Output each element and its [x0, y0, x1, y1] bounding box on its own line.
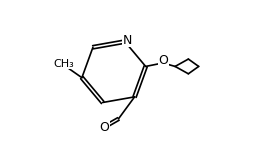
Text: O: O [99, 121, 109, 134]
Text: CH₃: CH₃ [53, 59, 74, 69]
Text: O: O [158, 54, 168, 67]
Text: N: N [123, 34, 133, 47]
